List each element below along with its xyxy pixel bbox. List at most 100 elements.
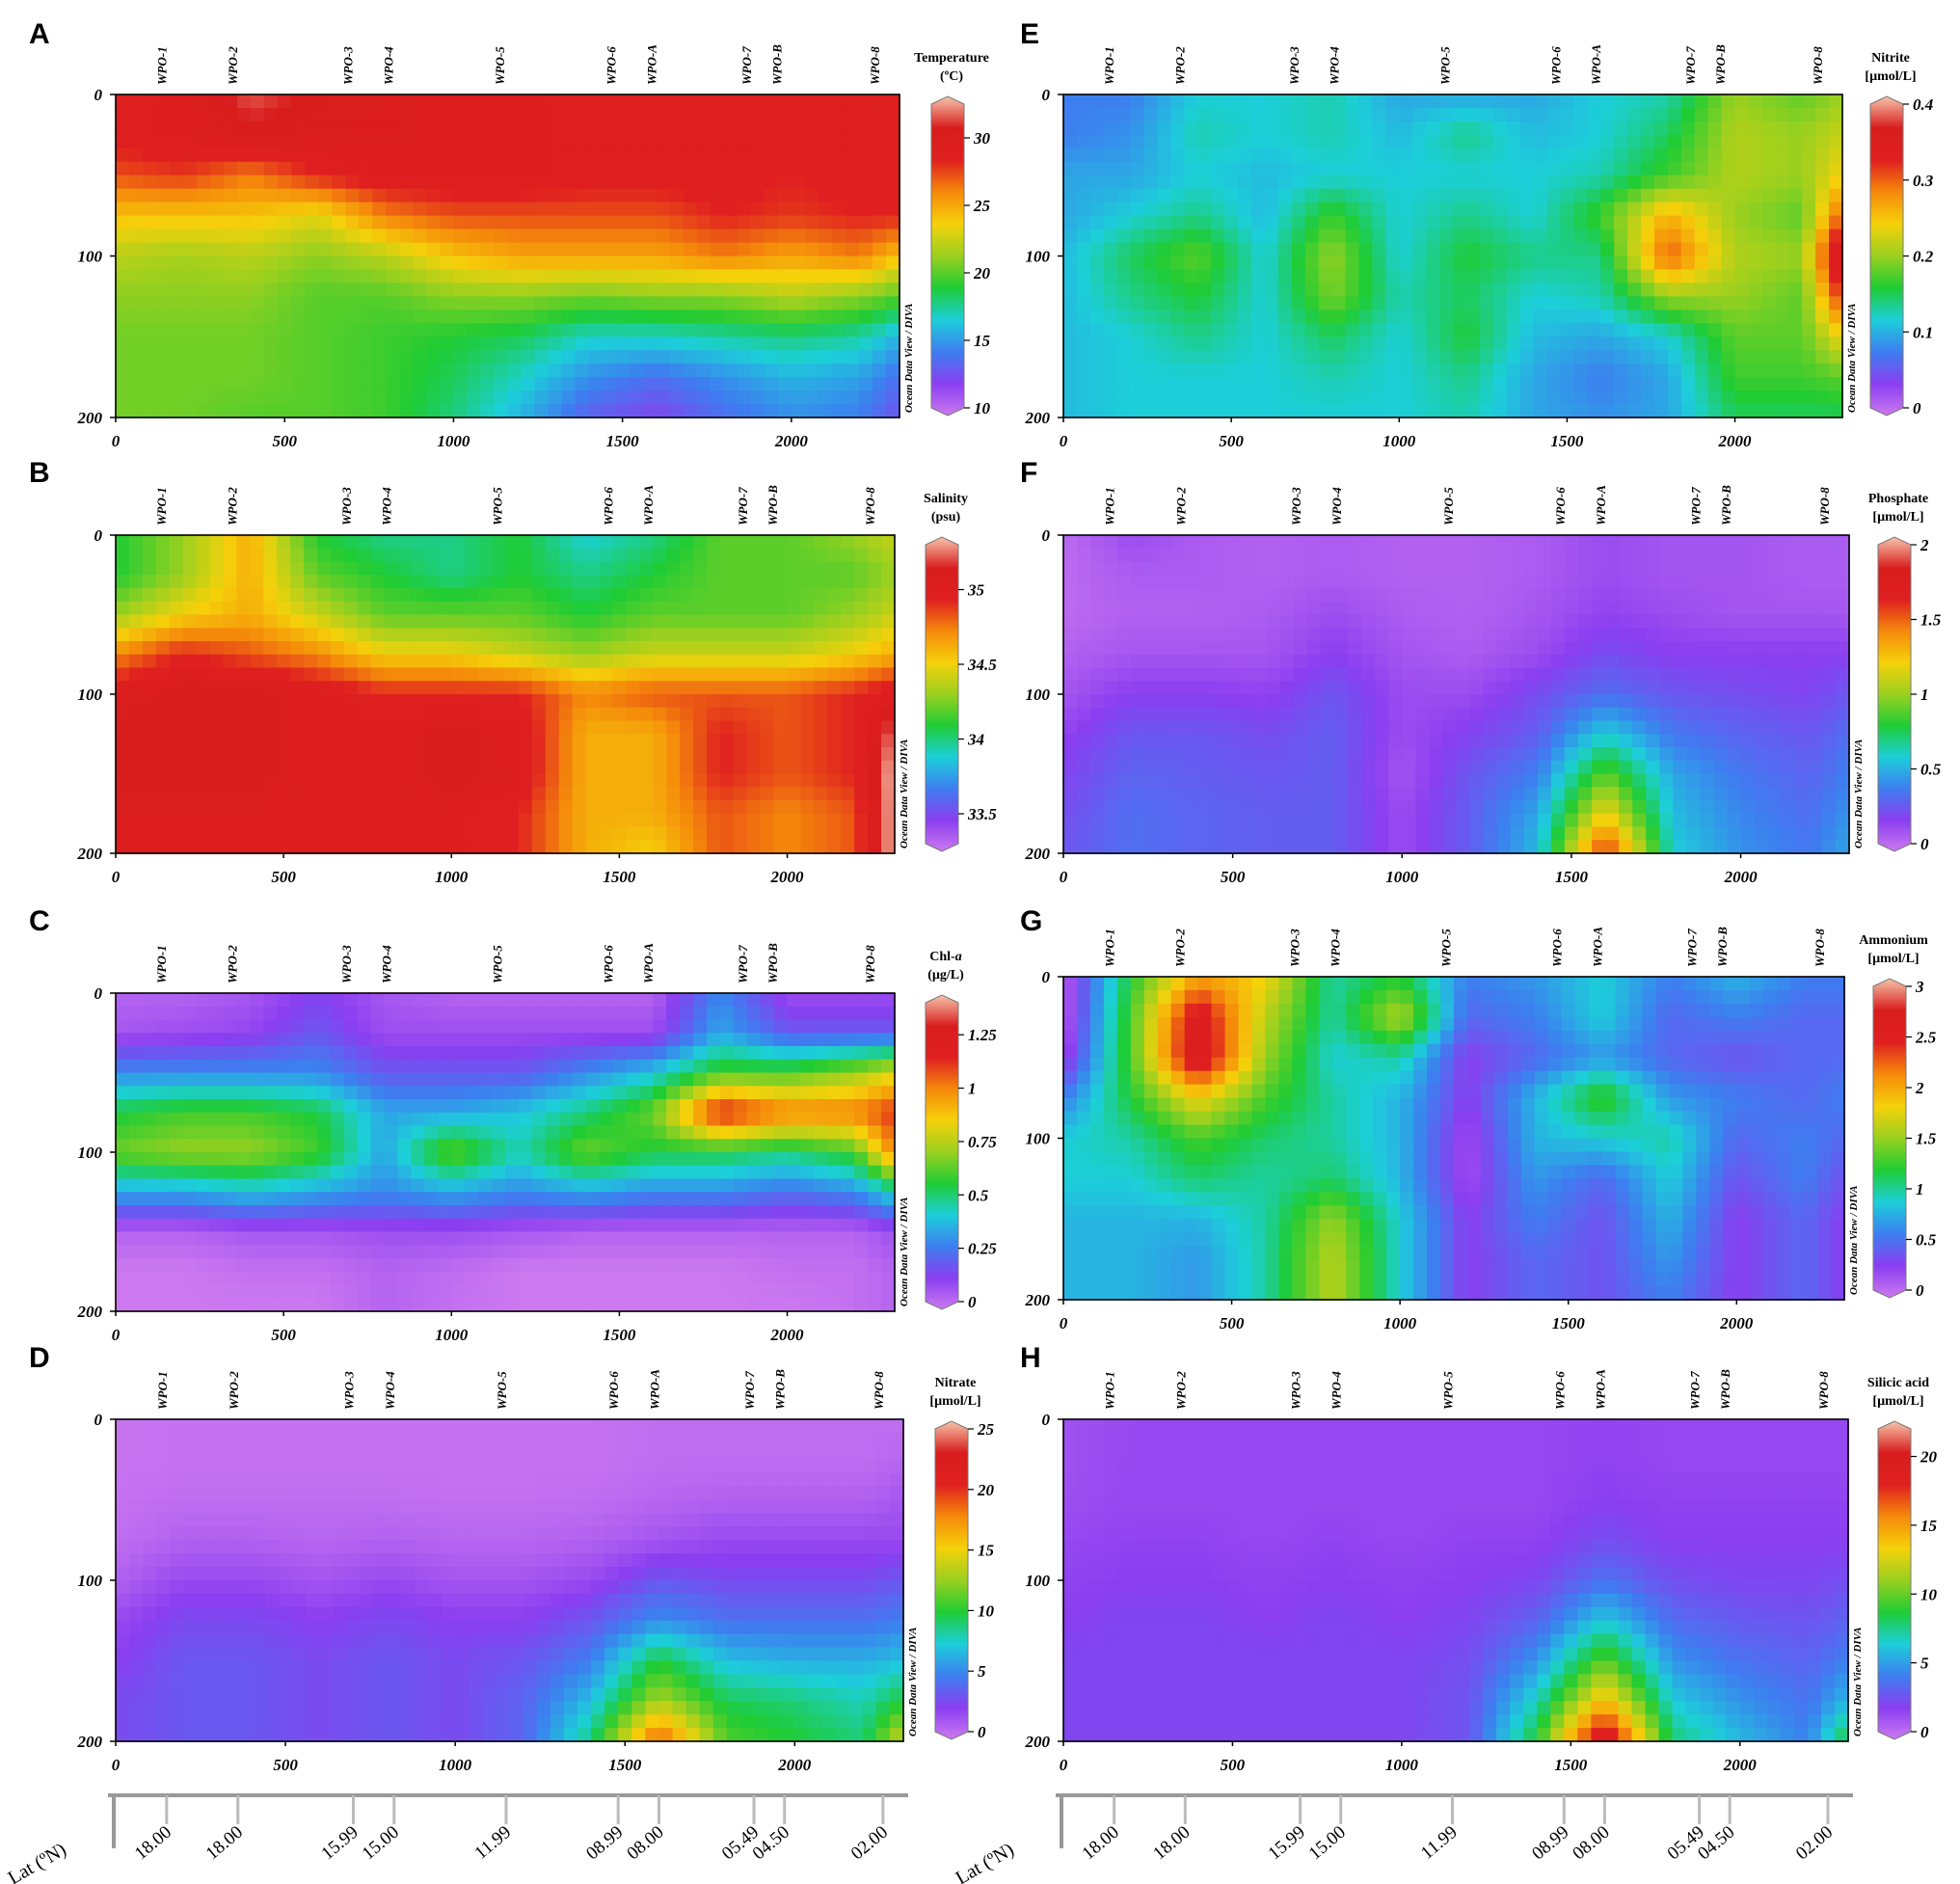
heatmap-cell [531,548,547,563]
station-label: WPO-4 [381,46,395,85]
heatmap-cell [451,628,467,642]
heatmap-cell [496,1540,511,1554]
heatmap-cell [773,1019,789,1035]
heatmap-cell [128,1059,144,1074]
heatmap-cell [142,575,157,589]
heatmap-cell [680,1231,694,1247]
heatmap-cell [591,1567,605,1581]
heatmap-cell [523,1419,538,1434]
heatmap-cell [572,787,587,801]
heatmap-cell [183,390,198,405]
heatmap-cell [116,1205,130,1220]
heatmap-cell [818,175,833,190]
heatmap-cell [612,1099,628,1114]
heatmap-cell [773,1258,789,1273]
heatmap-cell [155,720,171,736]
heatmap-cell [841,1178,856,1194]
heatmap-cell [197,1526,212,1542]
heatmap-cell [521,404,536,418]
heatmap-cell [881,1178,896,1194]
heatmap-cell [465,993,479,1008]
heatmap-cell [629,350,644,364]
heatmap-cell [750,121,765,136]
heatmap-cell [653,707,667,722]
heatmap-cell [666,1218,681,1233]
heatmap-cell [746,1258,762,1273]
heatmap-cell [683,134,698,149]
heatmap-cell [591,1419,605,1434]
heatmap-cell [236,614,252,630]
heatmap-cell [750,94,765,109]
heatmap-cell [669,242,685,257]
heatmap-cell [854,773,869,789]
heatmap-cell [599,1178,614,1194]
heatmap-cell [723,336,738,352]
heatmap-cell [155,614,171,630]
heatmap-cell [653,760,667,775]
heatmap-cell [116,1567,130,1581]
heatmap-cell [599,694,614,709]
heatmap-cell [773,734,789,748]
heatmap-cell [116,283,130,298]
heatmap-cell [591,1445,605,1461]
heatmap-cell [492,654,506,669]
heatmap-cell [467,107,482,122]
heatmap-cell [800,1231,816,1247]
heatmap-cell [455,1567,470,1581]
heatmap-cell [384,535,399,550]
heatmap-cell [304,681,318,695]
heatmap-cell [588,161,604,176]
heatmap-cell [384,681,399,695]
heatmap-cell [642,404,658,418]
heatmap-cell [384,1006,399,1021]
heatmap-cell [413,390,428,405]
heatmap-cell [478,1271,493,1286]
heatmap-cell [719,707,735,722]
heatmap-cell [438,734,453,748]
heatmap-cell [128,548,144,563]
heatmap-cell [760,681,775,695]
heatmap-cell [413,256,428,271]
heatmap-cell [599,641,614,656]
heatmap-cell [116,121,130,136]
heatmap-cell [672,1432,687,1447]
heatmap-cell [291,121,307,136]
heatmap-cell [639,1139,655,1153]
heatmap-cell [143,404,157,418]
heatmap-cell [791,134,806,149]
heatmap-cell [277,588,291,603]
heatmap-cell [733,760,748,775]
heatmap-cell [264,1419,280,1434]
heatmap-cell [827,667,843,683]
heatmap-cell [550,1432,565,1447]
heatmap-cell [399,350,415,364]
heatmap-cell [518,760,533,775]
heatmap-cell [453,336,469,352]
heatmap-cell [277,1178,291,1194]
heatmap-cell [116,614,130,630]
heatmap-cell [523,1486,538,1501]
heatmap-cell [236,734,252,748]
heatmap-cell [602,350,617,364]
heatmap-cell [841,1019,856,1035]
heatmap-cell [754,1486,768,1501]
heatmap-cell [279,1567,293,1581]
heatmap-cell [263,1033,278,1047]
heatmap-cell [451,707,467,722]
heatmap-cell [787,720,802,736]
heatmap-cell [599,1112,614,1127]
heatmap-cell [602,121,617,136]
heatmap-cell [706,588,721,603]
heatmap-cell [558,1245,574,1259]
heatmap-cell [602,215,617,230]
heatmap-cell [496,1553,511,1568]
heatmap-cell [505,840,520,854]
heatmap-cell [156,229,171,244]
heatmap-cell [885,215,900,230]
heatmap-cell [750,310,765,325]
heatmap-cell [885,336,900,352]
heatmap-cell [872,175,887,190]
heatmap-cell [370,641,386,656]
heatmap-cell [116,188,130,203]
heatmap-cell [599,720,614,736]
